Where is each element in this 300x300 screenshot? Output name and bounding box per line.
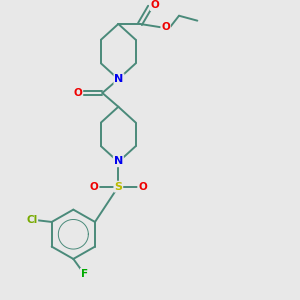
Text: F: F (81, 269, 88, 279)
Text: Cl: Cl (26, 214, 37, 225)
Text: O: O (90, 182, 98, 192)
Text: N: N (114, 156, 123, 166)
Text: N: N (114, 74, 124, 84)
Text: O: O (138, 182, 147, 192)
Text: O: O (74, 88, 82, 98)
Text: O: O (161, 22, 170, 32)
Text: O: O (151, 0, 159, 10)
Text: S: S (114, 182, 122, 192)
